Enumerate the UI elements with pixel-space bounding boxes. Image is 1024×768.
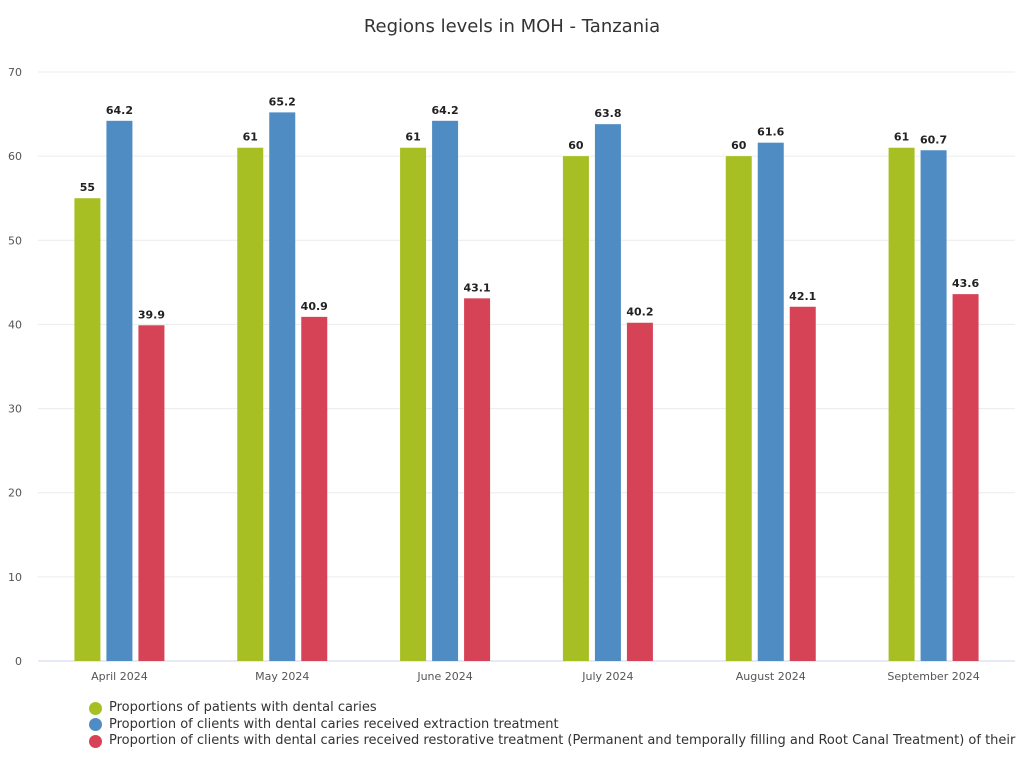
legend-marker-red bbox=[89, 734, 102, 748]
data-label: 64.2 bbox=[106, 104, 133, 117]
bar bbox=[725, 156, 752, 661]
data-label: 65.2 bbox=[269, 95, 296, 108]
legend-marker-green bbox=[89, 701, 102, 715]
bar bbox=[626, 322, 653, 661]
data-label: 40.9 bbox=[301, 300, 328, 313]
bar bbox=[594, 124, 621, 661]
bar bbox=[562, 156, 589, 661]
data-label: 43.6 bbox=[952, 277, 979, 290]
data-label: 61 bbox=[243, 131, 258, 144]
y-tick-label: 60 bbox=[8, 150, 22, 163]
bar bbox=[106, 120, 133, 661]
bar bbox=[952, 294, 979, 661]
bar bbox=[464, 298, 491, 661]
data-label: 42.1 bbox=[789, 290, 816, 303]
legend-item-restorative-treatment[interactable]: Proportion of clients with dental caries… bbox=[89, 733, 1024, 750]
data-label: 60.7 bbox=[920, 133, 947, 146]
bar bbox=[400, 147, 427, 661]
bar bbox=[757, 142, 784, 661]
bar bbox=[138, 325, 165, 661]
legend-item-dental-caries[interactable]: Proportions of patients with dental cari… bbox=[89, 700, 1024, 717]
x-tick-label: April 2024 bbox=[91, 670, 148, 683]
x-tick-label: July 2024 bbox=[581, 670, 633, 683]
data-label: 39.9 bbox=[138, 308, 165, 321]
data-label: 43.1 bbox=[464, 281, 491, 294]
legend-item-extraction-treatment[interactable]: Proportion of clients with dental caries… bbox=[89, 717, 1024, 734]
x-tick-label: June 2024 bbox=[416, 670, 472, 683]
bar bbox=[301, 316, 328, 661]
bar bbox=[432, 120, 459, 661]
chart-title: Regions levels in MOH - Tanzania bbox=[363, 16, 661, 37]
bar-chart: 0 10 20 30 40 50 60 70 April 2024 55 64.2 39.9 May 2… bbox=[8, 66, 1015, 683]
data-label: 60 bbox=[568, 139, 584, 152]
data-label: 61 bbox=[405, 131, 420, 144]
bar bbox=[789, 306, 816, 661]
y-tick-label: 30 bbox=[8, 403, 22, 416]
data-label: 61.6 bbox=[757, 126, 784, 139]
y-tick-label: 40 bbox=[8, 318, 22, 331]
bar bbox=[74, 198, 101, 661]
data-label: 40.2 bbox=[626, 306, 653, 319]
bar bbox=[269, 112, 296, 662]
bar bbox=[888, 147, 915, 661]
y-tick-label: 20 bbox=[8, 487, 22, 500]
legend-label: Proportion of clients with dental caries… bbox=[109, 716, 559, 732]
legend-label: Proportion of clients with dental caries… bbox=[109, 733, 1016, 749]
data-label: 61 bbox=[894, 131, 909, 144]
x-tick-label: August 2024 bbox=[736, 670, 806, 683]
data-label: 64.2 bbox=[432, 104, 459, 117]
legend-marker-blue bbox=[89, 718, 102, 732]
legend-label: Proportions of patients with dental cari… bbox=[109, 700, 377, 716]
data-label: 60 bbox=[731, 139, 747, 152]
x-tick-label: September 2024 bbox=[887, 670, 979, 683]
data-label: 55 bbox=[80, 181, 95, 194]
x-tick-label: May 2024 bbox=[255, 670, 309, 683]
y-tick-label: 0 bbox=[15, 655, 22, 668]
bar bbox=[237, 147, 264, 661]
y-tick-label: 50 bbox=[8, 234, 22, 247]
y-tick-label: 70 bbox=[8, 66, 22, 79]
y-tick-label: 10 bbox=[8, 571, 22, 584]
legend: Proportions of patients with dental cari… bbox=[89, 700, 1024, 750]
bar bbox=[920, 150, 947, 661]
data-label: 63.8 bbox=[594, 107, 621, 120]
